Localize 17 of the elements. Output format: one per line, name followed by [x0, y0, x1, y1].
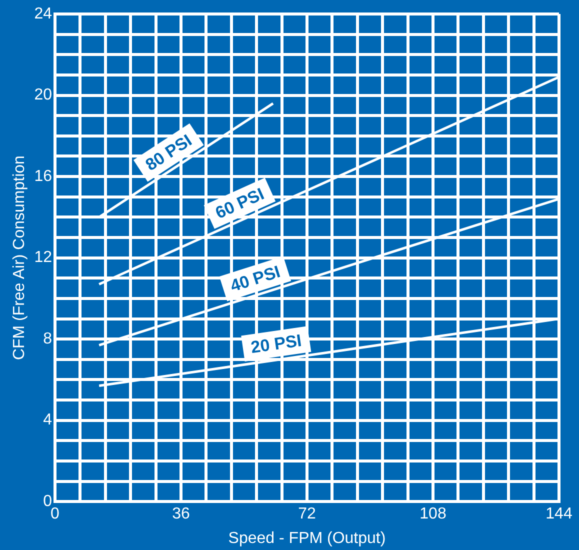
y-tick-label: 4: [43, 412, 52, 429]
x-tick-label: 36: [172, 506, 190, 523]
x-axis-title: Speed - FPM (Output): [228, 530, 386, 547]
text: 60 PSI: [212, 184, 267, 223]
y-tick-label: 12: [34, 249, 52, 266]
x-tick-label: 72: [298, 506, 316, 523]
text: 20 PSI: [250, 330, 303, 358]
x-tick-label: 108: [420, 506, 446, 523]
x-tick-label: 144: [546, 506, 572, 523]
text: 80 PSI: [142, 130, 196, 175]
y-axis-title: CFM (Free Air) Consumption: [11, 156, 28, 360]
y-tick-label: 24: [34, 5, 52, 22]
y-tick-label: 20: [34, 86, 52, 104]
y-tick-label: 8: [43, 330, 52, 348]
y-tick-label: 0: [43, 493, 52, 510]
text: 40 PSI: [228, 262, 282, 296]
y-tick-label: 16: [34, 168, 52, 185]
